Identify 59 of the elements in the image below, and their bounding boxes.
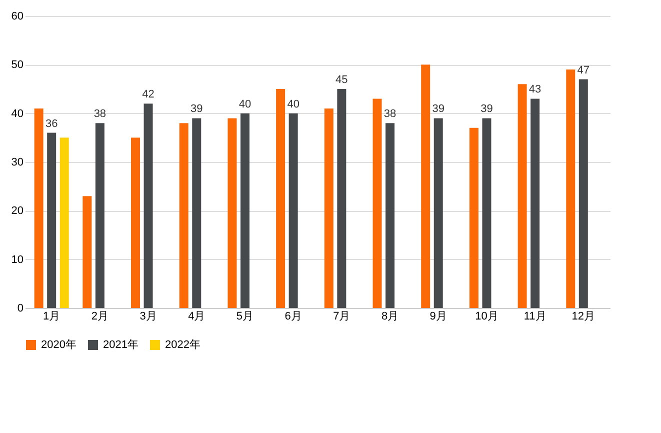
legend-label: 2022年 (165, 339, 200, 351)
y-tick-label: 50 (11, 59, 24, 72)
y-tick-label: 40 (11, 108, 24, 120)
data-label: 39 (432, 103, 444, 116)
bar (82, 196, 92, 308)
bar (566, 70, 576, 308)
y-tick-label: 20 (11, 205, 24, 218)
x-tick-label: 11月 (524, 310, 546, 322)
x-tick-label: 5月 (236, 310, 254, 322)
bar (179, 123, 188, 308)
bar (434, 118, 443, 308)
data-label: 43 (528, 84, 542, 96)
x-tick-label: 10月 (475, 310, 498, 322)
bar (324, 108, 334, 308)
data-label: 39 (190, 103, 203, 116)
bar (421, 64, 430, 308)
x-tick-label: 1月 (43, 310, 60, 322)
bar (131, 138, 140, 308)
legend-label: 2021年 (103, 339, 138, 351)
data-label: 39 (480, 103, 493, 116)
bar (530, 98, 540, 308)
y-tick-label: 60 (11, 10, 24, 22)
x-tick-label: 4月 (188, 310, 206, 322)
bar (144, 104, 153, 308)
y-tick-label: 30 (11, 156, 24, 168)
x-tick-label: 9月 (430, 310, 447, 322)
bar (518, 84, 527, 308)
y-tick-label: 0 (17, 302, 24, 314)
bar (288, 113, 298, 308)
bar (276, 89, 286, 308)
x-tick-label: 3月 (140, 310, 157, 322)
bar (337, 89, 346, 308)
data-label: 38 (94, 108, 106, 120)
bar (578, 79, 588, 308)
x-tick-label: 2月 (91, 310, 108, 322)
data-label: 42 (142, 88, 154, 101)
y-tick-label: 10 (11, 254, 24, 266)
x-tick-label: 6月 (284, 310, 302, 322)
bar (240, 113, 250, 308)
data-label: 47 (577, 64, 590, 76)
data-label: 36 (45, 118, 58, 130)
bar (47, 132, 56, 308)
legend-label: 2020年 (41, 339, 76, 351)
bar (95, 123, 104, 308)
bar (372, 98, 382, 308)
bar (228, 118, 237, 308)
data-label: 40 (287, 98, 300, 110)
bar (34, 108, 44, 308)
bar (192, 118, 202, 308)
data-label: 38 (384, 108, 396, 120)
data-label: 45 (336, 74, 348, 86)
bar (386, 123, 395, 308)
bar (482, 118, 492, 308)
bar (469, 128, 478, 308)
data-label: 40 (238, 98, 252, 110)
x-tick-label: 8月 (381, 310, 399, 322)
x-tick-label: 12月 (572, 310, 596, 322)
bar (60, 138, 69, 308)
x-tick-label: 7月 (333, 310, 350, 322)
